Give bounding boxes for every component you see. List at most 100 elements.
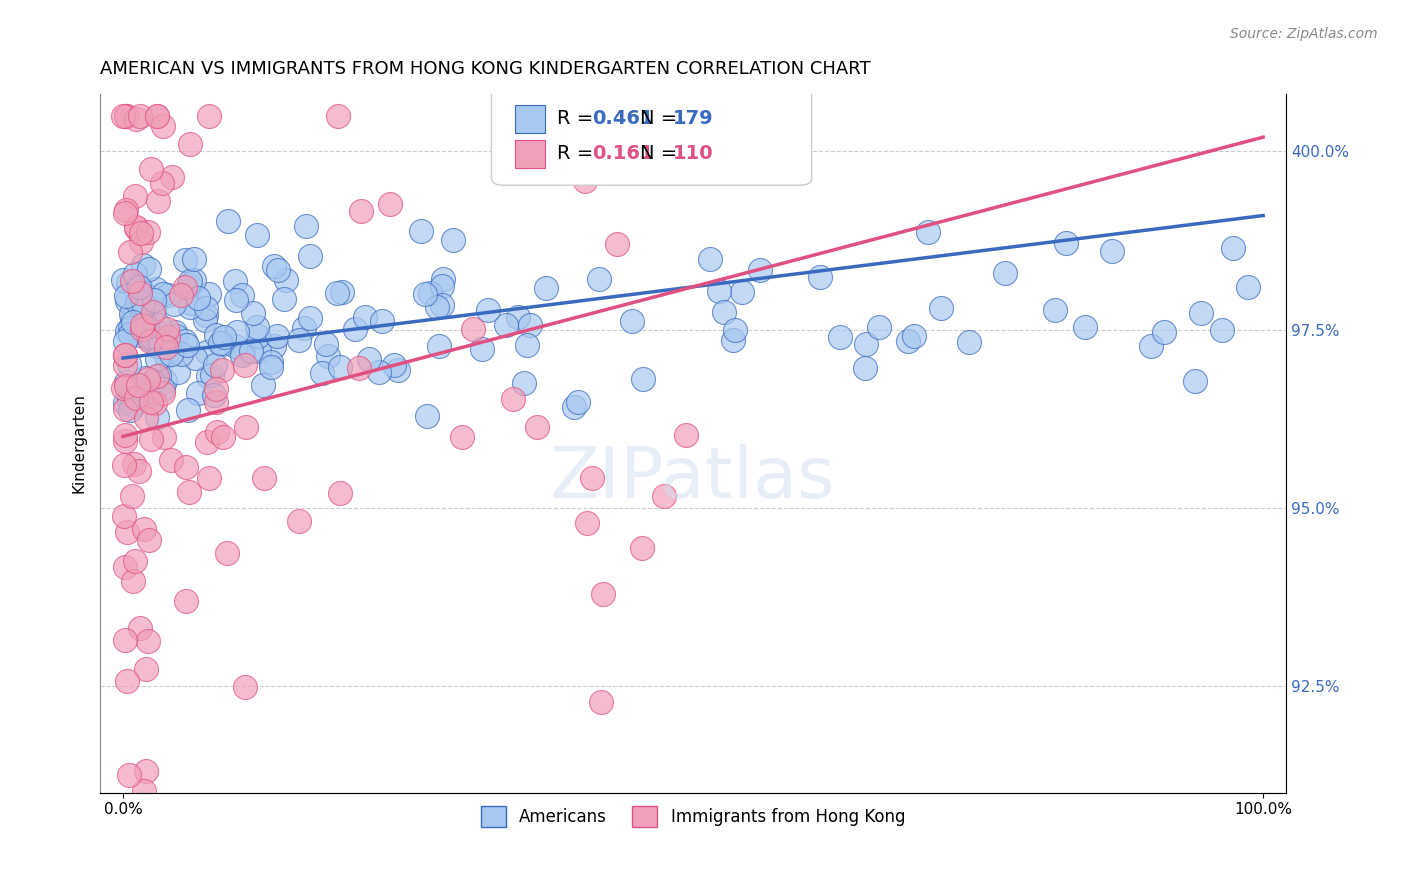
Point <box>135 320 157 334</box>
Point <box>631 372 654 386</box>
Text: N =: N = <box>640 110 683 128</box>
Point <box>138 533 160 547</box>
Point <box>378 197 401 211</box>
Point <box>125 219 148 234</box>
Point <box>112 109 135 123</box>
Point <box>1043 303 1066 318</box>
Point <box>124 267 146 281</box>
Point <box>665 109 688 123</box>
Point <box>721 333 744 347</box>
Point <box>263 339 285 353</box>
Point <box>367 365 389 379</box>
Point <box>242 306 264 320</box>
Point <box>957 335 980 350</box>
Point <box>149 334 172 349</box>
Point <box>120 403 142 417</box>
Point <box>135 662 157 676</box>
Point <box>830 330 852 344</box>
Point <box>134 522 156 536</box>
Point <box>139 334 162 348</box>
Point <box>114 396 136 410</box>
Point <box>731 285 754 300</box>
Point <box>152 119 174 133</box>
Point <box>136 372 159 386</box>
Point <box>349 361 371 376</box>
Point <box>115 109 138 123</box>
Point <box>631 541 654 555</box>
Point <box>246 319 269 334</box>
Point <box>195 301 218 315</box>
Point <box>413 287 436 301</box>
Point <box>153 374 176 388</box>
Point <box>176 337 198 351</box>
Point <box>139 162 162 177</box>
Point <box>114 348 136 362</box>
Point <box>124 553 146 567</box>
Point <box>471 342 494 356</box>
Point <box>212 330 235 344</box>
Point <box>416 409 439 424</box>
Point <box>134 370 156 384</box>
Point <box>329 359 352 374</box>
Point <box>128 621 150 635</box>
Point <box>128 279 150 293</box>
Point <box>120 307 142 321</box>
Text: R =: R = <box>557 110 599 128</box>
Point <box>112 381 135 395</box>
Point <box>211 430 233 444</box>
Point <box>155 350 177 364</box>
Point <box>315 337 337 351</box>
Point <box>419 286 441 301</box>
Point <box>118 326 141 341</box>
Point <box>1054 235 1077 250</box>
Point <box>187 386 209 401</box>
Point <box>122 398 145 412</box>
Point <box>155 340 177 354</box>
Text: 179: 179 <box>673 110 713 128</box>
Point <box>211 336 233 351</box>
Point <box>853 360 876 375</box>
Point <box>187 291 209 305</box>
Point <box>114 402 136 417</box>
Point <box>225 325 247 339</box>
Point <box>163 297 186 311</box>
Point <box>148 318 170 332</box>
Point <box>589 695 612 709</box>
Point <box>183 273 205 287</box>
Point <box>246 328 269 343</box>
Point <box>125 277 148 292</box>
Point <box>127 311 149 326</box>
Point <box>273 292 295 306</box>
Point <box>117 525 139 540</box>
Point <box>526 420 548 434</box>
Point <box>125 391 148 405</box>
Text: 0.161: 0.161 <box>592 145 654 163</box>
Point <box>177 485 200 500</box>
Point <box>868 319 890 334</box>
Point <box>581 471 603 485</box>
Point <box>129 327 152 342</box>
Point <box>179 274 201 288</box>
Point <box>132 258 155 272</box>
Point <box>931 301 953 315</box>
Point <box>143 301 166 316</box>
Point <box>430 298 453 312</box>
Point <box>450 430 472 444</box>
Point <box>132 296 155 310</box>
Point <box>131 282 153 296</box>
Point <box>152 382 174 396</box>
Point <box>131 388 153 402</box>
Point <box>118 392 141 407</box>
Point <box>1211 323 1233 337</box>
Text: 0.461: 0.461 <box>592 110 654 128</box>
Point <box>197 471 219 485</box>
Point <box>441 233 464 247</box>
Point <box>156 287 179 301</box>
Point <box>205 395 228 409</box>
Point <box>326 109 349 123</box>
Text: Source: ZipAtlas.com: Source: ZipAtlas.com <box>1230 27 1378 41</box>
Point <box>263 259 285 273</box>
Point <box>567 395 589 409</box>
Text: AMERICAN VS IMMIGRANTS FROM HONG KONG KINDERGARTEN CORRELATION CHART: AMERICAN VS IMMIGRANTS FROM HONG KONG KI… <box>100 60 870 78</box>
Point <box>432 272 454 286</box>
